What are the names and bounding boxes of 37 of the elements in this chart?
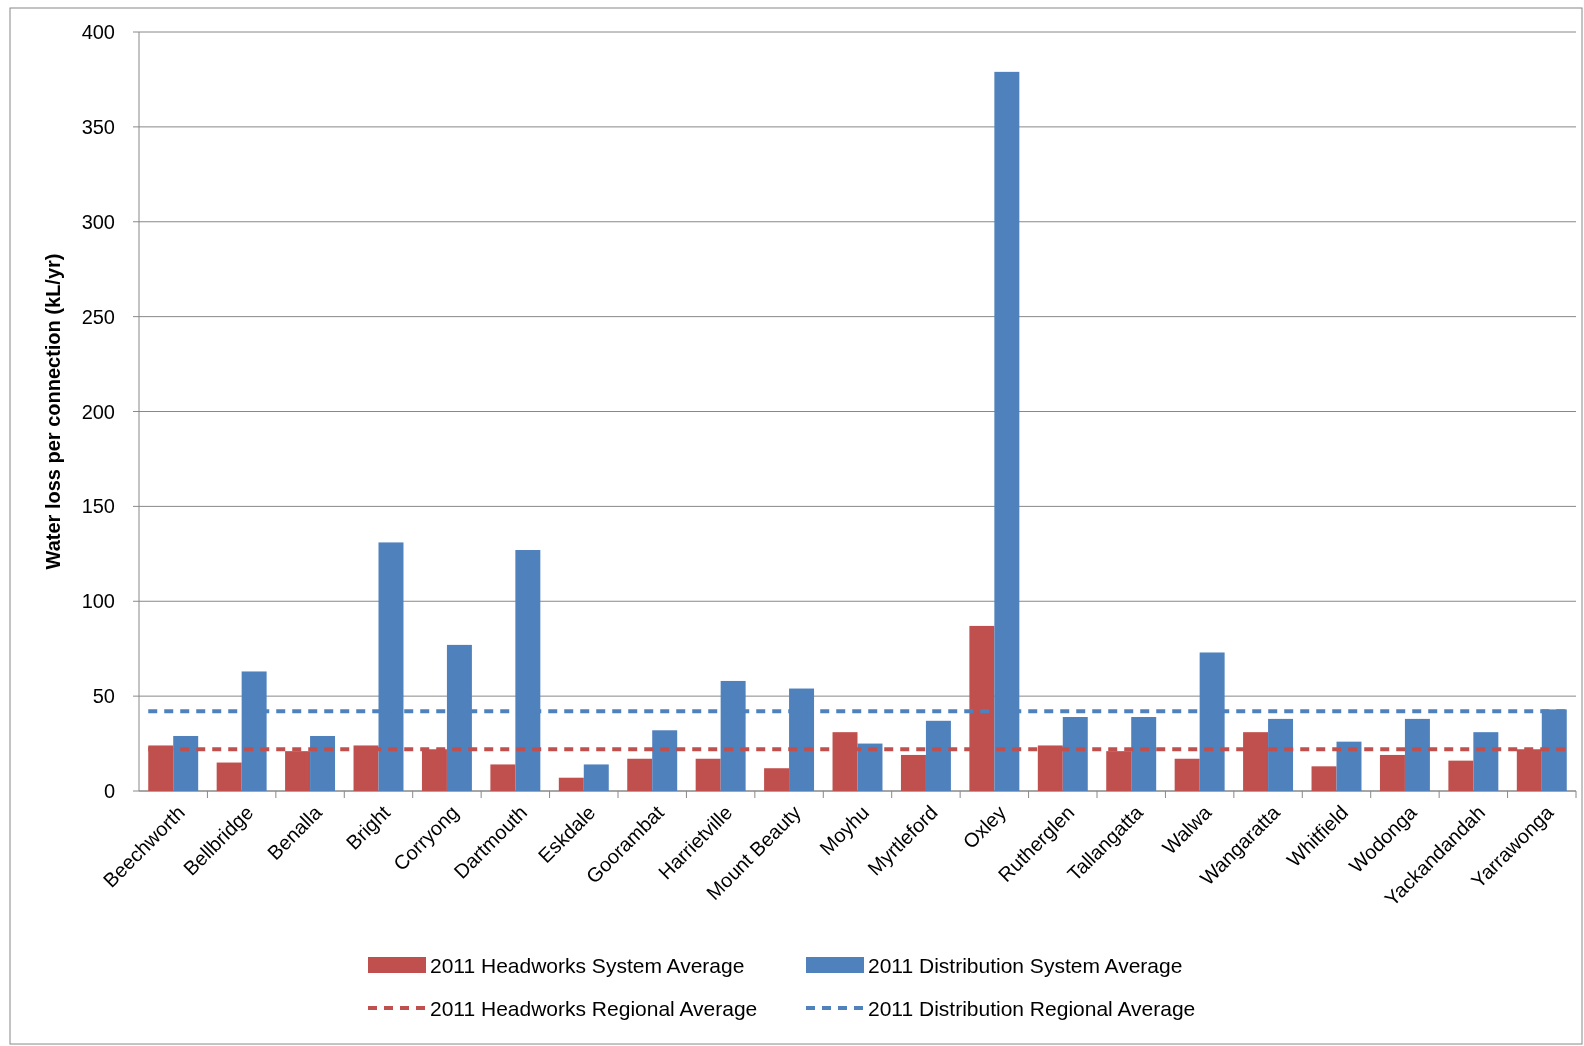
legend-label: 2011 Headworks Regional Average: [430, 996, 758, 1020]
bar: [1473, 732, 1499, 791]
bar: [173, 735, 199, 791]
bar: [1131, 717, 1157, 791]
bar: [1311, 766, 1337, 791]
y-tick-label: 100: [81, 590, 115, 613]
y-tick-label: 0: [103, 780, 115, 802]
legend-label: 2011 Headworks System Average: [430, 953, 745, 977]
bar: [310, 735, 336, 791]
y-tick-label: 400: [81, 21, 115, 43]
y-tick-label: 300: [81, 210, 115, 233]
y-tick-label: 200: [81, 400, 115, 423]
bar: [900, 754, 926, 791]
y-tick-label: 150: [81, 495, 115, 518]
bar: [857, 743, 883, 791]
bar: [925, 720, 951, 791]
bar: [490, 764, 516, 791]
bar: [1404, 718, 1430, 791]
legend-label: 2011 Distribution Regional Average: [868, 996, 1196, 1020]
bar: [1379, 754, 1405, 791]
bar: [627, 758, 653, 791]
bar: [1268, 718, 1294, 791]
bar: [558, 777, 584, 791]
y-axis-title: Water loss per connection (kL/yr): [42, 253, 64, 570]
bar: [652, 730, 678, 791]
y-tick-label: 250: [81, 305, 115, 328]
y-tick-label: 350: [81, 115, 115, 138]
bar: [1174, 758, 1200, 791]
bar: [216, 762, 242, 791]
bar: [1336, 741, 1362, 791]
y-tick-label: 50: [92, 685, 115, 708]
bar: [1062, 717, 1088, 791]
bar: [583, 764, 609, 791]
legend-label: 2011 Distribution System Average: [868, 953, 1183, 977]
bar: [1448, 760, 1474, 791]
bar: [764, 768, 790, 791]
bar: [695, 758, 721, 791]
